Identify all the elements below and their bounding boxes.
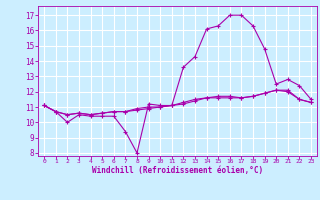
- X-axis label: Windchill (Refroidissement éolien,°C): Windchill (Refroidissement éolien,°C): [92, 166, 263, 175]
